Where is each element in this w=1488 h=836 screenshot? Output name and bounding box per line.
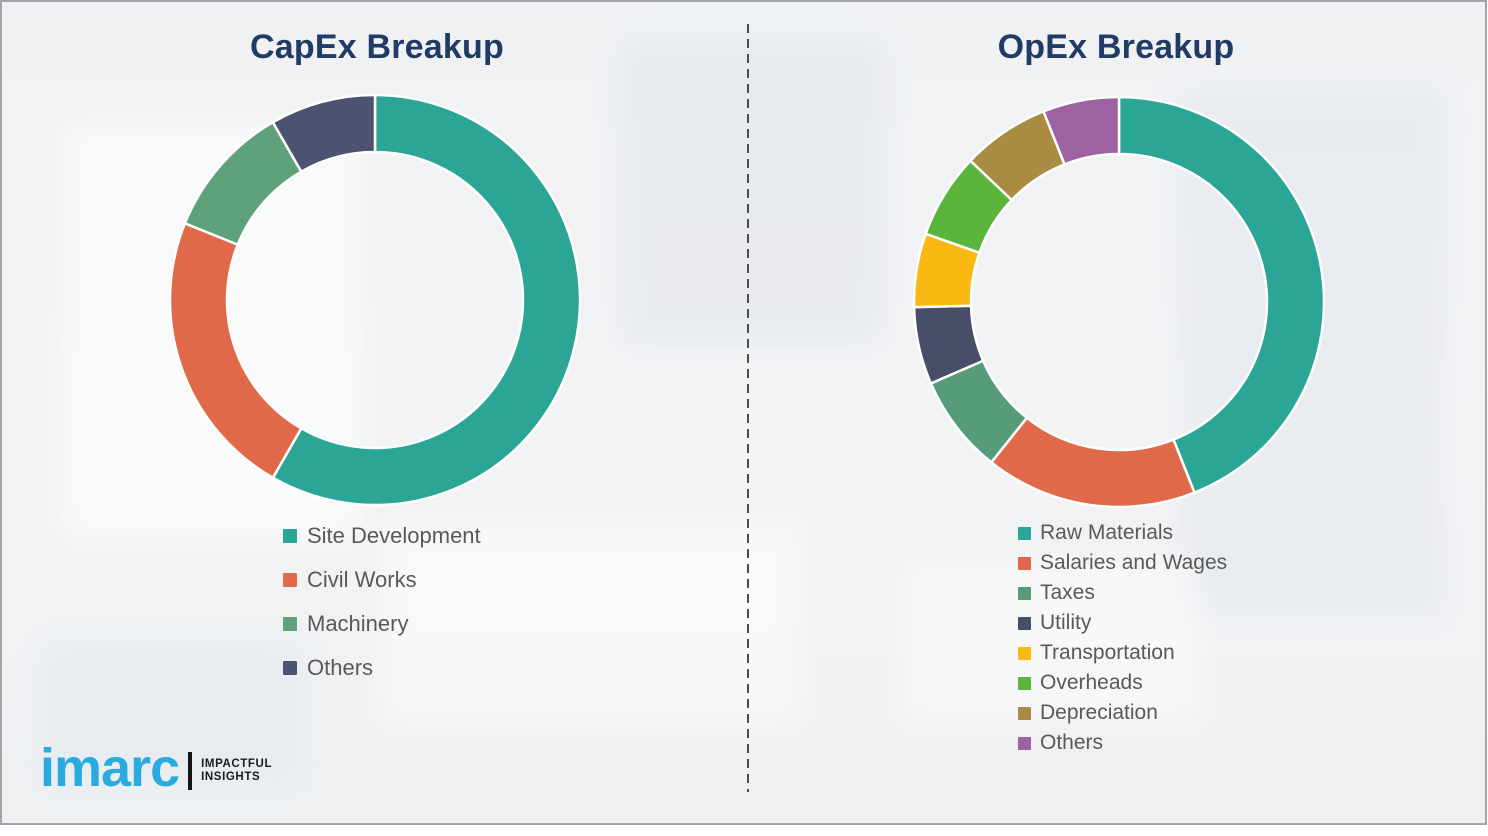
legend-item-raw-materials: Raw Materials [1018, 518, 1227, 548]
legend-label: Others [307, 655, 374, 680]
capex-legend: Site Development Civil Works Machinery Othe… [283, 514, 481, 690]
donut-segment-others [271, 93, 377, 173]
legend-label: Others [1040, 731, 1104, 754]
legend-marker-salaries-and-wages [1018, 556, 1031, 570]
legend-label: Overheads [1040, 671, 1143, 694]
legend-label: Civil Works [307, 567, 417, 592]
imarc-wordmark: imarc [40, 738, 180, 798]
legend-label: Salaries and Wages [1040, 551, 1228, 574]
legend-item-overheads: Overheads [1018, 668, 1227, 698]
legend-item-others: Others [1018, 728, 1227, 758]
imarc-tagline: IMPACTFUL INSIGHTS [201, 758, 272, 784]
legend-item-transportation: Transportation [1018, 638, 1227, 668]
legend-marker-utility [1018, 616, 1031, 630]
legend-marker-civil-works [283, 573, 297, 587]
legend-item-site-development: Site Development [283, 514, 481, 558]
opex-chart-title: OpEx Breakup [997, 28, 1235, 66]
legend-item-taxes: Taxes [1018, 578, 1227, 608]
capex-donut-chart [168, 93, 582, 507]
logo-divider-bar [188, 752, 193, 790]
legend-marker-depreciation [1018, 706, 1031, 720]
legend-label: Transportation [1040, 641, 1175, 664]
donut-segment-salaries-and-wages [990, 416, 1196, 509]
legend-label: Taxes [1040, 581, 1095, 604]
opex-donut-chart [912, 95, 1326, 509]
opex-legend: Raw Materials Salaries and Wages Taxes Util… [1018, 518, 1227, 758]
divider-dashed-line [747, 24, 749, 792]
donut-segment-civil-works [168, 222, 303, 479]
legend-marker-others [283, 661, 297, 675]
legend-label: Raw Materials [1040, 521, 1174, 544]
legend-item-machinery: Machinery [283, 602, 481, 646]
background-texture [622, 42, 882, 342]
legend-label: Utility [1040, 611, 1092, 634]
legend-label: Depreciation [1040, 701, 1158, 724]
legend-item-utility: Utility [1018, 608, 1227, 638]
tagline-line1: IMPACTFUL [201, 758, 273, 770]
legend-marker-transportation [1018, 646, 1031, 660]
donut-segment-others [1042, 95, 1121, 166]
legend-marker-raw-materials [1018, 526, 1031, 540]
legend-marker-overheads [1018, 676, 1031, 690]
legend-item-others: Others [283, 646, 481, 690]
tagline-line2: INSIGHTS [201, 771, 261, 783]
capex-chart-title: CapEx Breakup [250, 28, 504, 66]
legend-marker-others [1018, 736, 1031, 750]
donut-segment-raw-materials [1117, 95, 1326, 494]
legend-marker-taxes [1018, 586, 1031, 600]
legend-label: Site Development [307, 523, 481, 548]
legend-item-depreciation: Depreciation [1018, 698, 1227, 728]
legend-label: Machinery [307, 611, 409, 636]
legend-marker-machinery [283, 617, 297, 631]
legend-item-salaries-and-wages: Salaries and Wages [1018, 548, 1227, 578]
legend-item-civil-works: Civil Works [283, 558, 481, 602]
donut-segment-site-development [271, 93, 582, 507]
imarc-logo: imarc IMPACTFUL INSIGHTS [40, 738, 272, 798]
legend-marker-site-development [283, 529, 297, 543]
